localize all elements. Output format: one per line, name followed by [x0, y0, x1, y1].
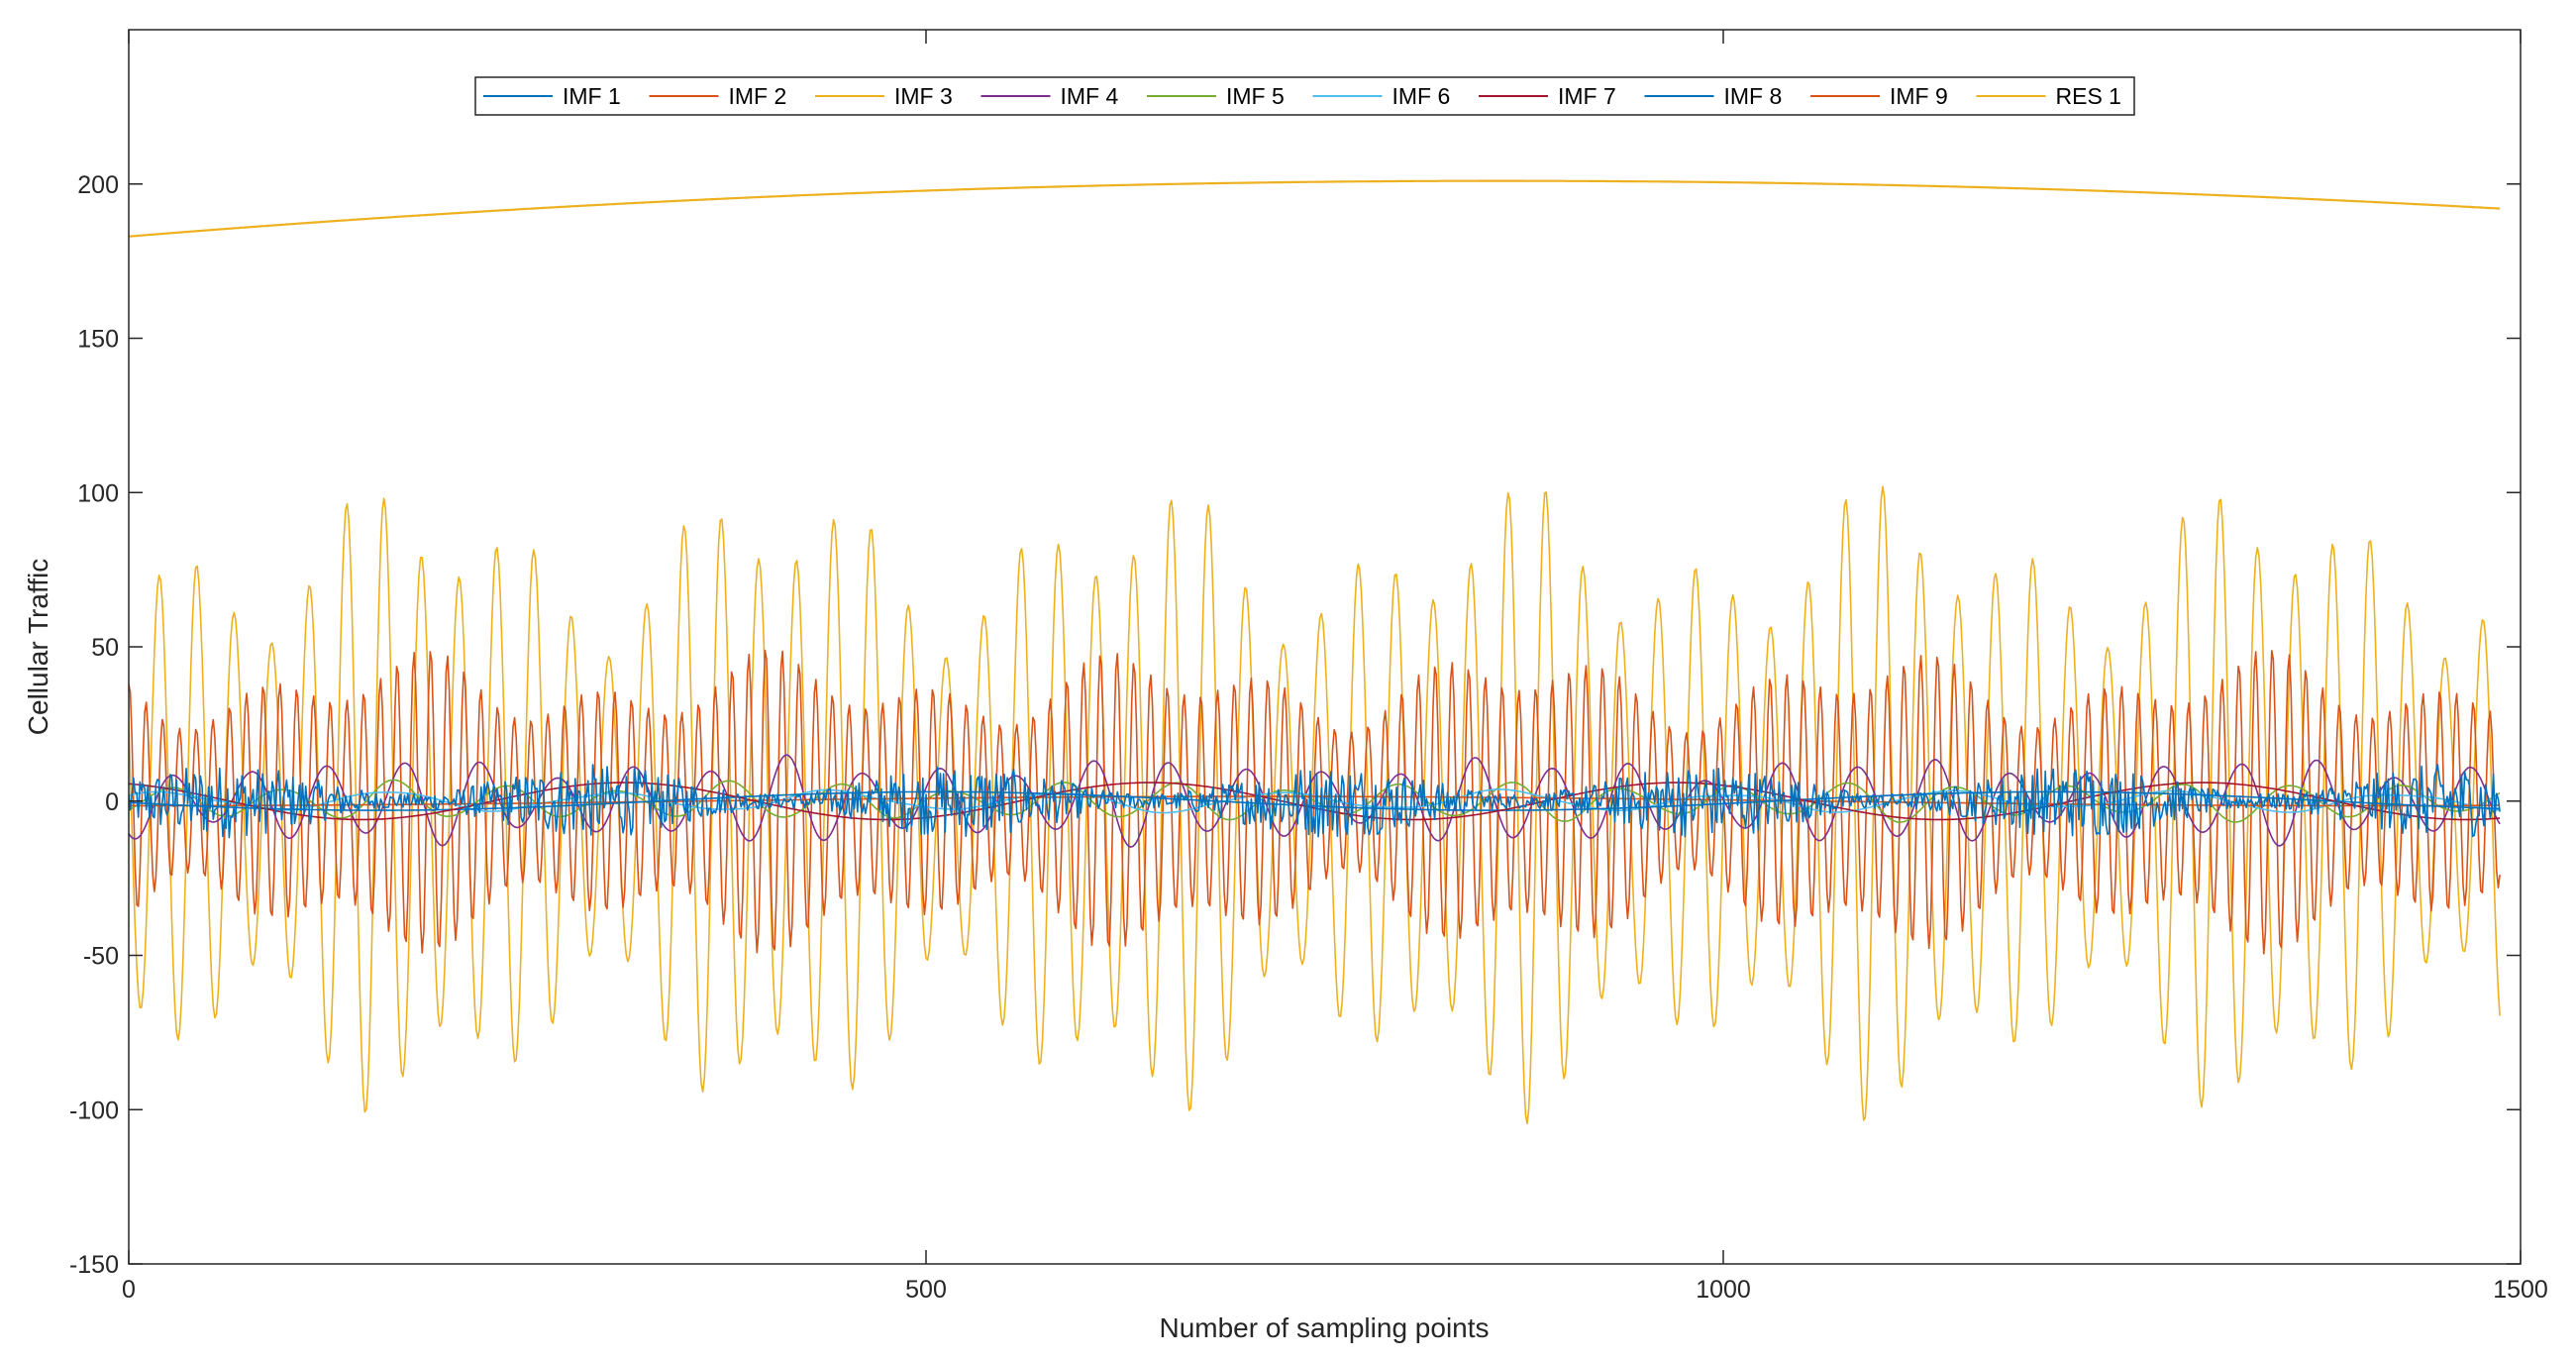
ticks-layer: 0 500 1000 1500 -150 -100 -50 0 50 100 150 200: [69, 30, 2548, 1304]
legend-label: IMF 1: [563, 83, 621, 109]
y-tick-label: -100: [69, 1097, 119, 1124]
x-tick-label: 500: [905, 1276, 947, 1304]
legend-label: IMF 6: [1392, 83, 1451, 109]
y-tick-label: -50: [83, 943, 119, 971]
y-tick-label: 150: [77, 326, 119, 354]
y-tick-label: 200: [77, 171, 119, 199]
legend-label: IMF 8: [1724, 83, 1783, 109]
y-tick-label: -150: [69, 1251, 119, 1279]
series-layer: [129, 179, 2501, 1125]
legend-label: IMF 5: [1226, 83, 1285, 109]
y-tick-label: 0: [105, 788, 119, 816]
series-line-res-1: [129, 179, 2501, 238]
legend-label: IMF 2: [729, 83, 787, 109]
legend-label: IMF 7: [1558, 83, 1616, 109]
series-line-imf-3: [129, 485, 2501, 1125]
series-line-imf-4: [129, 754, 2501, 848]
x-tick-label: 1500: [2493, 1276, 2548, 1304]
series-line-imf-2: [129, 649, 2501, 955]
legend-label: RES 1: [2056, 83, 2121, 109]
y-tick-label: 50: [91, 634, 119, 662]
legend: IMF 1 IMF 2 IMF 3 IMF 4 IMF 5 IMF 6 IMF 7 IMF 8…: [474, 76, 2135, 116]
series-line-imf-7: [129, 782, 2501, 821]
x-tick-label: 1000: [1696, 1276, 1751, 1304]
x-axis-label: Number of sampling points: [1159, 1312, 1489, 1343]
y-axis-label: Cellular Traffic: [23, 559, 53, 735]
legend-label: IMF 4: [1061, 83, 1119, 109]
legend-label: IMF 9: [1890, 83, 1948, 109]
legend-box: [474, 76, 2135, 116]
x-tick-label: 0: [122, 1276, 136, 1304]
plot-frame: [128, 29, 2522, 1265]
legend-label: IMF 3: [894, 83, 953, 109]
y-tick-label: 100: [77, 479, 119, 507]
series-line-imf-1: [129, 764, 2501, 839]
